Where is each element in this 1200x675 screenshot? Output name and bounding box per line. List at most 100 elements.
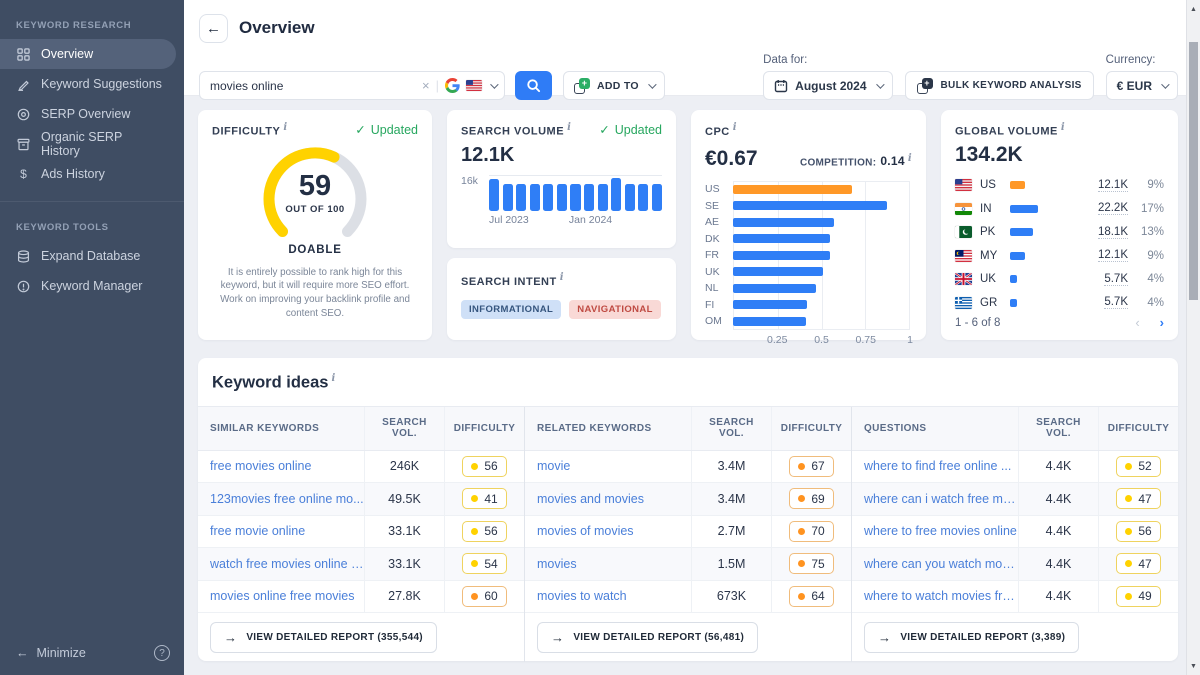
volume-mini-bar xyxy=(1010,252,1025,260)
volume-mini-bar xyxy=(1010,205,1038,213)
x-axis-tick: 0.75 xyxy=(856,334,876,346)
database-icon xyxy=(16,249,31,264)
keyword-ideas-title: Keyword ideasi xyxy=(198,358,1178,406)
intent-badge-navigational: NAVIGATIONAL xyxy=(569,300,661,319)
chevron-down-icon[interactable] xyxy=(490,80,498,88)
search-intent-card: SEARCH INTENTi INFORMATIONAL NAVIGATIONA… xyxy=(447,258,676,340)
keyword-link[interactable]: where to free movies online xyxy=(864,524,1017,538)
info-icon[interactable]: i xyxy=(560,272,564,283)
cpc-value: €0.67 xyxy=(705,147,758,171)
dollar-icon: $ xyxy=(16,167,31,182)
keyword-link[interactable]: movies to watch xyxy=(537,589,627,603)
global-volume-row: MY12.1K9% xyxy=(955,244,1164,268)
help-icon[interactable]: ? xyxy=(154,645,170,661)
info-icon[interactable]: i xyxy=(1061,122,1065,133)
cpc-country-row: AE xyxy=(705,214,912,231)
difficulty-dot-icon xyxy=(471,528,478,535)
google-logo-icon xyxy=(445,78,460,93)
sidebar-item-keyword-manager[interactable]: Keyword Manager xyxy=(0,271,176,301)
volume-bar xyxy=(598,184,608,210)
volume-bar xyxy=(557,184,567,210)
table-row: where to watch movies fre...4.4K49 xyxy=(852,581,1178,614)
volume-bar xyxy=(516,184,526,210)
sidebar-item-organic-serp-history[interactable]: Organic SERP History xyxy=(0,129,176,159)
competition: COMPETITION:0.14i xyxy=(800,153,912,168)
middle-column: SEARCH VOLUMEi ✓Updated 12.1K 16k Jul 20… xyxy=(447,110,676,340)
search-volume-cell: 4.4K xyxy=(1018,483,1098,515)
view-detailed-report-button[interactable]: →VIEW DETAILED REPORT (355,544) xyxy=(210,622,437,653)
keyword-link[interactable]: free movies online xyxy=(210,459,311,473)
add-to-button[interactable]: + ADD TO xyxy=(563,71,665,100)
keyword-link[interactable]: 123movies free online mo... xyxy=(210,492,364,506)
pagination-next-icon[interactable]: › xyxy=(1160,315,1164,330)
difficulty-badge: 64 xyxy=(789,586,833,607)
cpc-bar xyxy=(733,284,816,293)
column-header-keywords: SIMILAR KEYWORDS xyxy=(198,407,364,450)
sidebar-item-keyword-suggestions[interactable]: Keyword Suggestions xyxy=(0,69,176,99)
pagination-prev-icon[interactable]: ‹ xyxy=(1135,315,1139,330)
sidebar-item-label: Organic SERP History xyxy=(41,130,164,158)
country-percent: 9% xyxy=(1136,179,1164,191)
search-input[interactable] xyxy=(210,79,416,93)
x-axis-ticks: 0.250.50.751 xyxy=(733,330,910,346)
keyword-group-0: SIMILAR KEYWORDSSEARCH VOL.DIFFICULTYfre… xyxy=(198,407,524,663)
info-icon[interactable]: i xyxy=(908,153,912,164)
difficulty-badge: 56 xyxy=(1116,521,1160,542)
keyword-link[interactable]: where can i watch free mo... xyxy=(864,492,1018,506)
check-icon: ✓ xyxy=(355,122,365,137)
minimize-button[interactable]: ← Minimize xyxy=(16,646,86,660)
period-value: August 2024 xyxy=(795,79,866,93)
page-title: Overview xyxy=(239,18,315,38)
country-code-label: UK xyxy=(705,266,733,278)
keyword-link[interactable]: movie xyxy=(537,459,570,473)
currency-dropdown[interactable]: € EUR xyxy=(1106,71,1178,100)
info-icon[interactable]: i xyxy=(567,122,571,133)
scroll-down-icon[interactable]: ▼ xyxy=(1187,659,1200,673)
sidebar-item-ads-history[interactable]: $ Ads History xyxy=(0,159,176,189)
keyword-link[interactable]: movies online free movies xyxy=(210,589,355,603)
arrow-left-icon: ← xyxy=(206,20,221,37)
search-button[interactable] xyxy=(515,71,552,100)
cpc-bar xyxy=(733,300,807,309)
keyword-link[interactable]: where can you watch movi... xyxy=(864,557,1018,571)
flag-uk-icon xyxy=(955,273,972,285)
back-button[interactable]: ← xyxy=(199,14,228,43)
period-dropdown[interactable]: August 2024 xyxy=(763,71,892,100)
keyword-link[interactable]: where to find free online ... xyxy=(864,459,1011,473)
keyword-ideas-card: Keyword ideasi SIMILAR KEYWORDSSEARCH VO… xyxy=(198,358,1178,661)
view-detailed-report-button[interactable]: →VIEW DETAILED REPORT (3,389) xyxy=(864,622,1079,653)
info-icon[interactable]: i xyxy=(331,373,335,384)
search-volume-cell: 4.4K xyxy=(1018,516,1098,548)
info-icon[interactable]: i xyxy=(283,122,287,133)
difficulty-dot-icon xyxy=(471,463,478,470)
view-detailed-report-button[interactable]: →VIEW DETAILED REPORT (56,481) xyxy=(537,622,758,653)
global-volume-row: UK5.7K4% xyxy=(955,268,1164,292)
clear-search-icon[interactable]: × xyxy=(422,78,430,93)
country-code-label: IN xyxy=(980,203,1002,215)
keyword-link[interactable]: movies xyxy=(537,557,577,571)
keyword-link[interactable]: watch free movies online f... xyxy=(210,557,364,571)
search-volume-cell: 33.1K xyxy=(364,548,444,580)
pagination: 1 - 6 of 8 ‹ › xyxy=(955,315,1164,332)
sidebar-item-serp-overview[interactable]: SERP Overview xyxy=(0,99,176,129)
keyword-link[interactable]: movies and movies xyxy=(537,492,644,506)
scrollbar-thumb[interactable] xyxy=(1189,42,1198,300)
country-code-label: MY xyxy=(980,250,1002,262)
difficulty-badge: 52 xyxy=(1116,456,1160,477)
sidebar-item-expand-database[interactable]: Expand Database xyxy=(0,241,176,271)
volume-bar xyxy=(611,178,621,210)
info-icon[interactable]: i xyxy=(733,122,737,133)
keyword-link[interactable]: free movie online xyxy=(210,524,305,538)
cpc-country-row: FR xyxy=(705,247,912,264)
search-volume-cell: 33.1K xyxy=(364,516,444,548)
keyword-link[interactable]: where to watch movies fre... xyxy=(864,589,1018,603)
table-row: watch free movies online f...33.1K54 xyxy=(198,548,524,581)
flag-us-icon xyxy=(955,179,972,191)
add-to-label: ADD TO xyxy=(597,80,639,92)
bulk-keyword-analysis-button[interactable]: + BULK KEYWORD ANALYSIS xyxy=(905,71,1094,100)
sidebar-item-overview[interactable]: Overview xyxy=(0,39,176,69)
scroll-up-icon[interactable]: ▲ xyxy=(1187,2,1200,16)
cpc-bar xyxy=(733,267,823,276)
x-axis-tick: 0.5 xyxy=(814,334,829,346)
keyword-link[interactable]: movies of movies xyxy=(537,524,634,538)
